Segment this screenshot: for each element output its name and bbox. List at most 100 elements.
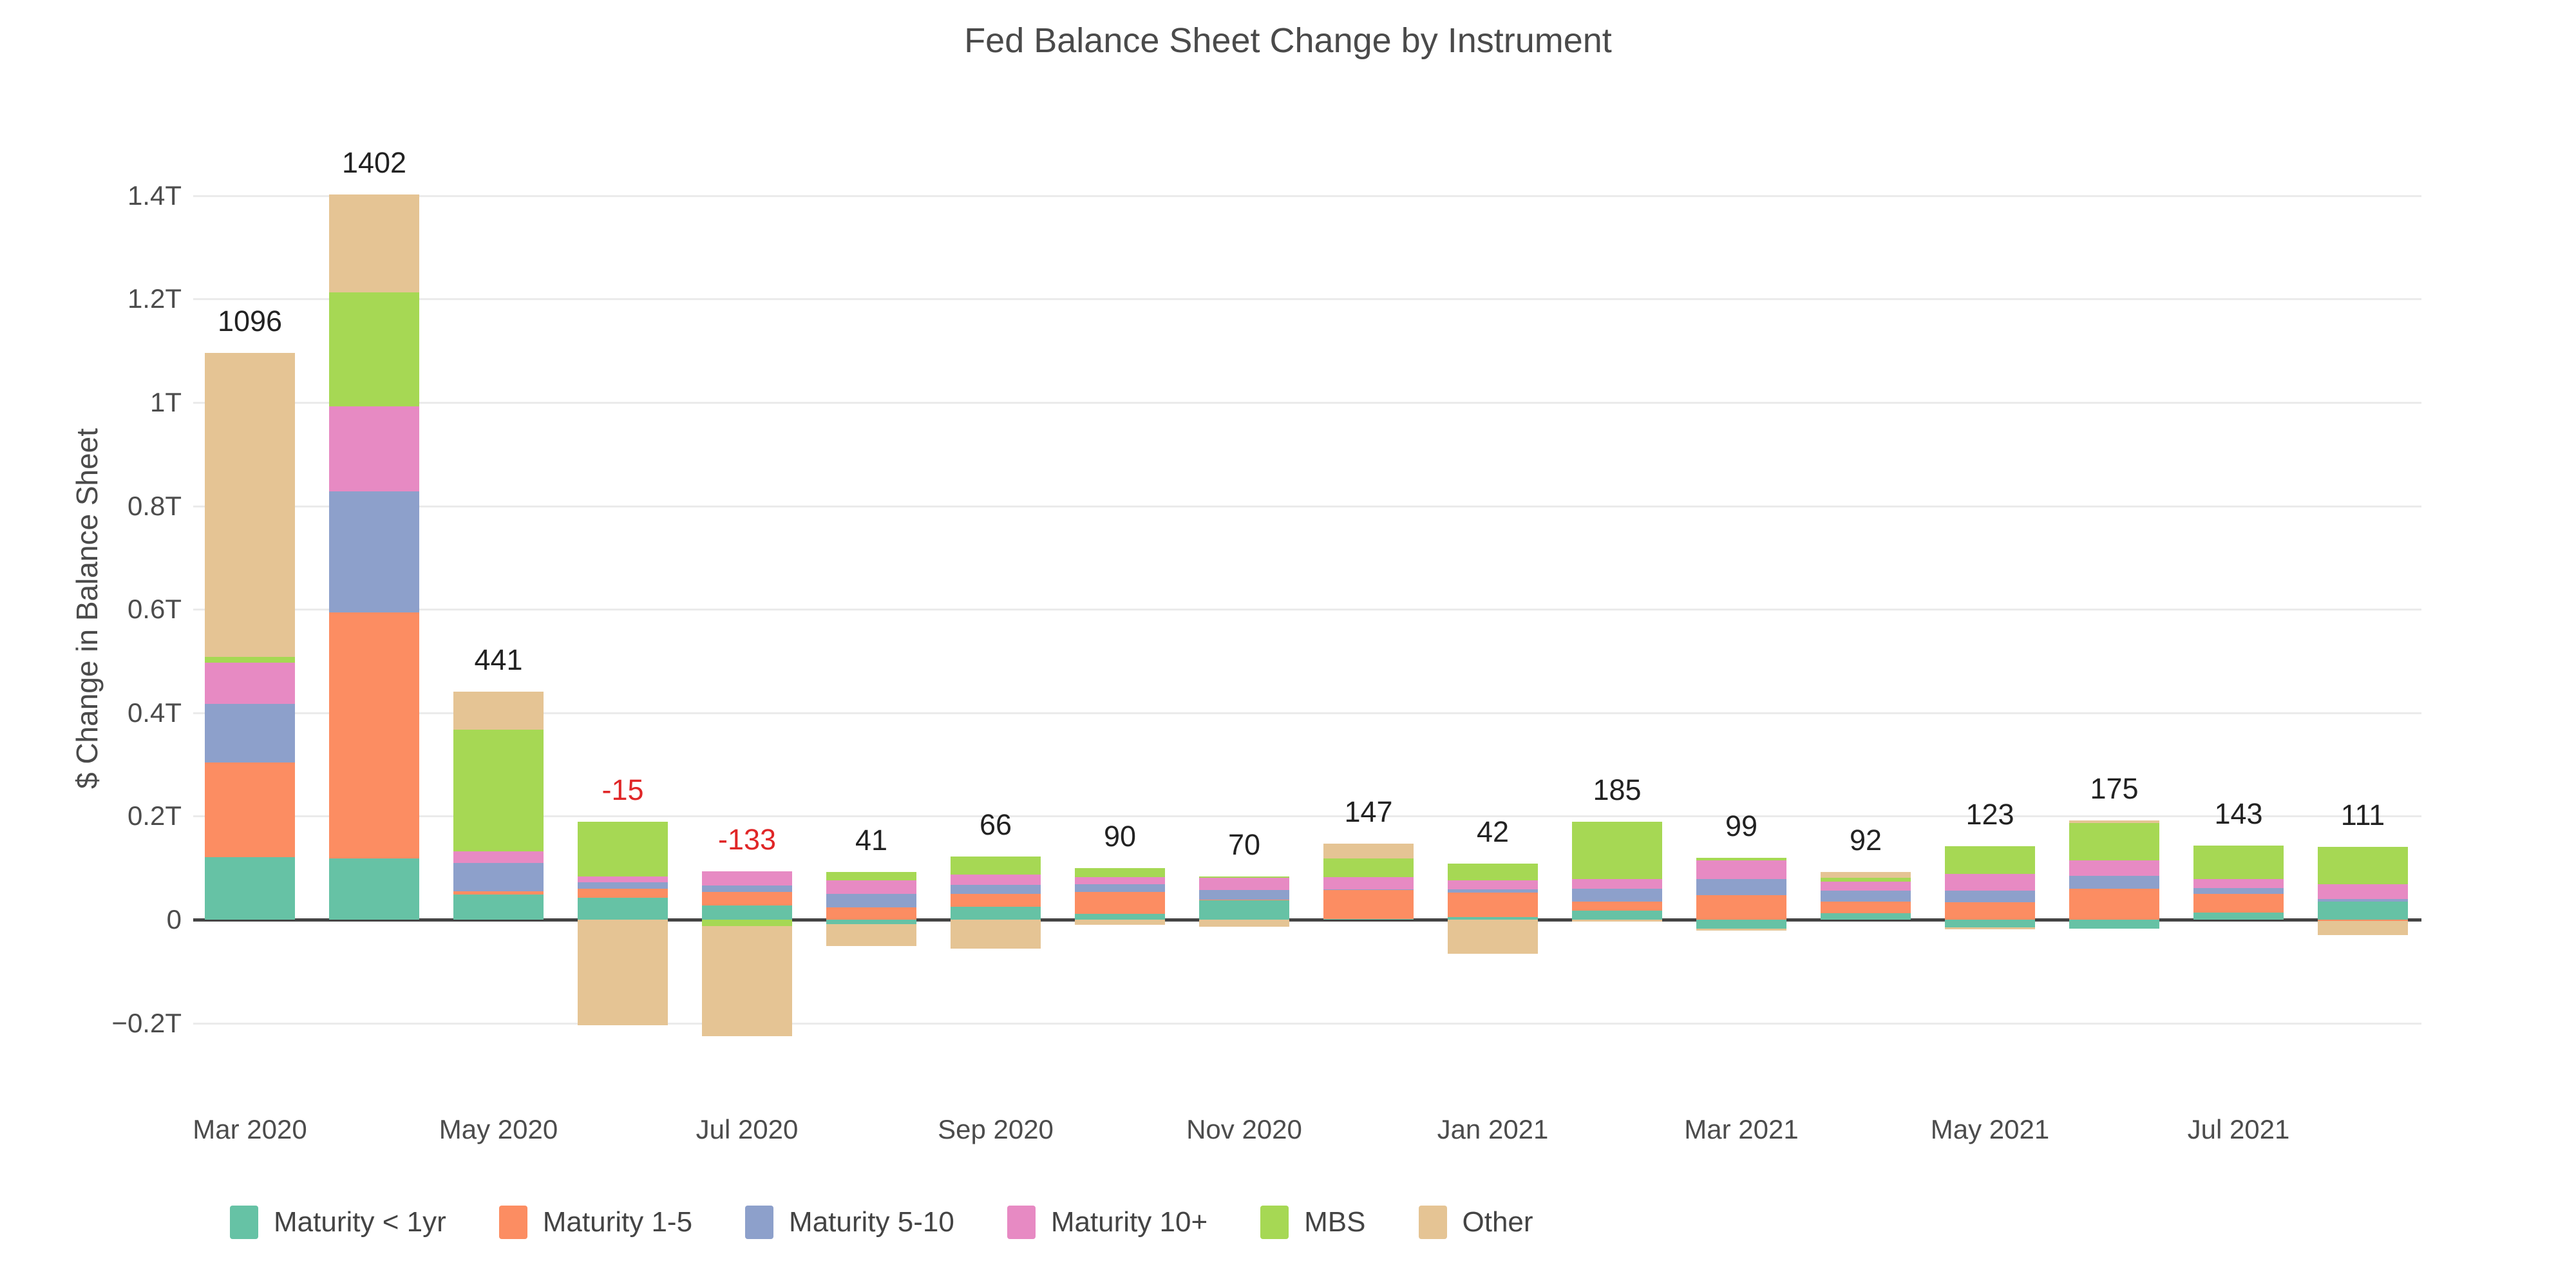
bar-segment[interactable] [1199, 900, 1289, 920]
bar-segment[interactable] [702, 905, 792, 920]
bar-segment[interactable] [1448, 916, 1538, 920]
bar-segment[interactable] [578, 876, 668, 883]
bar-segment[interactable] [1821, 891, 1911, 902]
bar-segment[interactable] [453, 862, 544, 891]
bar-segment[interactable] [329, 292, 419, 407]
bar-segment[interactable] [2193, 888, 2284, 894]
bar-segment[interactable] [951, 920, 1041, 949]
bar-segment[interactable] [1323, 889, 1414, 891]
bar-segment[interactable] [578, 898, 668, 920]
bar-segment[interactable] [578, 822, 668, 877]
bar-segment[interactable] [1821, 877, 1911, 882]
bar-segment[interactable] [329, 406, 419, 492]
bar-segment[interactable] [1821, 901, 1911, 913]
bar-segment[interactable] [205, 352, 295, 658]
bar-segment[interactable] [1323, 858, 1414, 878]
bar-segment[interactable] [1572, 920, 1662, 922]
bar-segment[interactable] [826, 920, 916, 925]
bar-segment[interactable] [2318, 898, 2408, 902]
bar-segment[interactable] [578, 920, 668, 1025]
bar-segment[interactable] [1696, 895, 1786, 920]
legend-item[interactable]: Maturity 1-5 [498, 1206, 692, 1239]
bar-segment[interactable] [1448, 864, 1538, 880]
bar-segment[interactable] [1945, 920, 2035, 928]
bar-segment[interactable] [1945, 846, 2035, 874]
bar-segment[interactable] [2193, 846, 2284, 879]
bar-segment[interactable] [1075, 914, 1165, 920]
bar-segment[interactable] [2318, 884, 2408, 899]
legend-item[interactable]: Maturity 5-10 [745, 1206, 954, 1239]
bar-segment[interactable] [1448, 893, 1538, 917]
bar-segment[interactable] [329, 194, 419, 292]
bar-segment[interactable] [951, 893, 1041, 907]
bar-segment[interactable] [578, 882, 668, 889]
bar-segment[interactable] [1821, 872, 1911, 878]
bar-segment[interactable] [1821, 882, 1911, 891]
bar-segment[interactable] [2193, 878, 2284, 889]
bar-segment[interactable] [2318, 921, 2408, 936]
bar-segment[interactable] [329, 858, 419, 920]
bar-segment[interactable] [578, 888, 668, 898]
legend-item[interactable]: Maturity < 1yr [230, 1206, 446, 1239]
bar-segment[interactable] [1572, 822, 1662, 880]
bar-segment[interactable] [951, 885, 1041, 894]
bar-segment[interactable] [1945, 873, 2035, 891]
bar-segment[interactable] [2069, 820, 2159, 823]
legend-item[interactable]: MBS [1260, 1206, 1366, 1239]
bar-segment[interactable] [1572, 879, 1662, 889]
bar-segment[interactable] [453, 730, 544, 851]
bar-segment[interactable] [2193, 912, 2284, 920]
bar-segment[interactable] [1572, 901, 1662, 911]
bar-segment[interactable] [2193, 893, 2284, 913]
bar-segment[interactable] [2318, 920, 2408, 922]
bar-segment[interactable] [453, 895, 544, 920]
bar-segment[interactable] [1696, 929, 1786, 931]
bar-segment[interactable] [205, 704, 295, 762]
bar-segment[interactable] [1572, 910, 1662, 920]
bar-segment[interactable] [951, 875, 1041, 886]
bar-segment[interactable] [1821, 913, 1911, 920]
bar-segment[interactable] [1199, 899, 1289, 901]
bar-segment[interactable] [1323, 919, 1414, 920]
bar-segment[interactable] [2069, 822, 2159, 861]
bar-segment[interactable] [2069, 860, 2159, 876]
bar-segment[interactable] [453, 851, 544, 863]
bar-segment[interactable] [205, 657, 295, 663]
bar-segment[interactable] [1075, 877, 1165, 884]
bar-segment[interactable] [702, 871, 792, 886]
bar-segment[interactable] [1572, 888, 1662, 902]
bar-segment[interactable] [1945, 902, 2035, 920]
bar-segment[interactable] [1323, 843, 1414, 859]
legend-item[interactable]: Other [1418, 1206, 1533, 1239]
bar-segment[interactable] [1199, 920, 1289, 927]
bar-segment[interactable] [826, 907, 916, 920]
bar-segment[interactable] [2318, 846, 2408, 884]
bar-segment[interactable] [1448, 880, 1538, 890]
bar-segment[interactable] [2318, 901, 2408, 920]
bar-segment[interactable] [826, 924, 916, 946]
bar-segment[interactable] [1199, 876, 1289, 878]
bar-segment[interactable] [1696, 920, 1786, 929]
bar-segment[interactable] [1075, 867, 1165, 878]
bar-segment[interactable] [702, 891, 792, 906]
bar-segment[interactable] [2069, 920, 2159, 929]
bar-segment[interactable] [1448, 920, 1538, 954]
bar-segment[interactable] [2069, 875, 2159, 889]
bar-segment[interactable] [1696, 860, 1786, 880]
bar-segment[interactable] [1075, 920, 1165, 925]
bar-segment[interactable] [702, 920, 792, 926]
bar-segment[interactable] [1199, 877, 1289, 891]
bar-segment[interactable] [453, 891, 544, 895]
legend-item[interactable]: Maturity 10+ [1007, 1206, 1208, 1239]
bar-segment[interactable] [826, 872, 916, 880]
bar-segment[interactable] [826, 880, 916, 894]
bar-segment[interactable] [2069, 888, 2159, 920]
bar-segment[interactable] [1696, 857, 1786, 861]
bar-segment[interactable] [826, 893, 916, 907]
bar-segment[interactable] [1075, 884, 1165, 893]
bar-segment[interactable] [951, 906, 1041, 920]
bar-segment[interactable] [1945, 891, 2035, 902]
bar-segment[interactable] [205, 762, 295, 857]
bar-segment[interactable] [951, 857, 1041, 875]
bar-segment[interactable] [1323, 890, 1414, 920]
